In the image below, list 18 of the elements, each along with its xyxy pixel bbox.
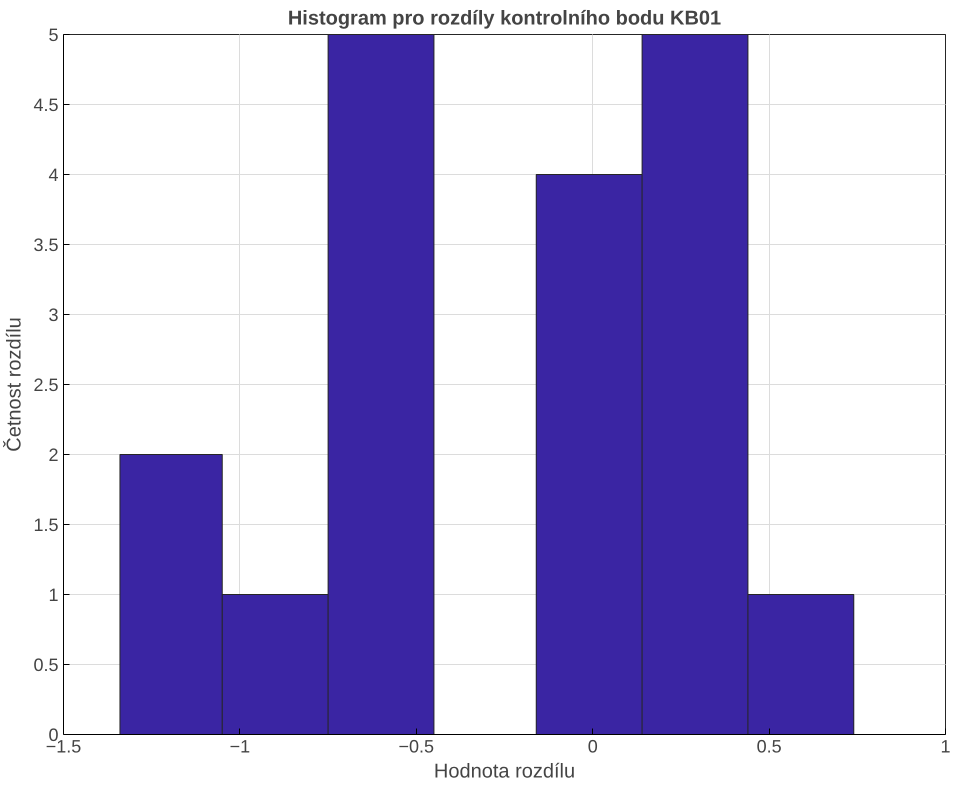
x-axis-title: Hodnota rozdílu bbox=[434, 760, 576, 782]
y-tick-label: 2 bbox=[48, 445, 59, 465]
y-axis-title: Četnost rozdílu bbox=[2, 317, 26, 452]
y-tick-label: 3 bbox=[48, 305, 59, 325]
x-tick-label: 0 bbox=[588, 736, 598, 756]
y-tick-label: 5 bbox=[48, 25, 59, 45]
x-tick-label: 1 bbox=[940, 736, 951, 756]
y-tick-label: 3.5 bbox=[33, 235, 59, 255]
y-tick-label: 0.5 bbox=[33, 655, 59, 675]
chart-title: Histogram pro rozdíly kontrolního bodu KB01 bbox=[288, 8, 722, 30]
y-tick-label: 2.5 bbox=[33, 375, 59, 395]
y-tick-label: 1.5 bbox=[33, 515, 59, 535]
y-tick-label: 1 bbox=[48, 585, 59, 605]
x-tick-label: 0.5 bbox=[756, 736, 782, 756]
y-tick-label: 4 bbox=[48, 165, 59, 185]
x-tick-label: −0.5 bbox=[398, 736, 434, 756]
y-tick-label: 4.5 bbox=[33, 95, 59, 115]
x-tick-label: −1 bbox=[230, 736, 250, 756]
